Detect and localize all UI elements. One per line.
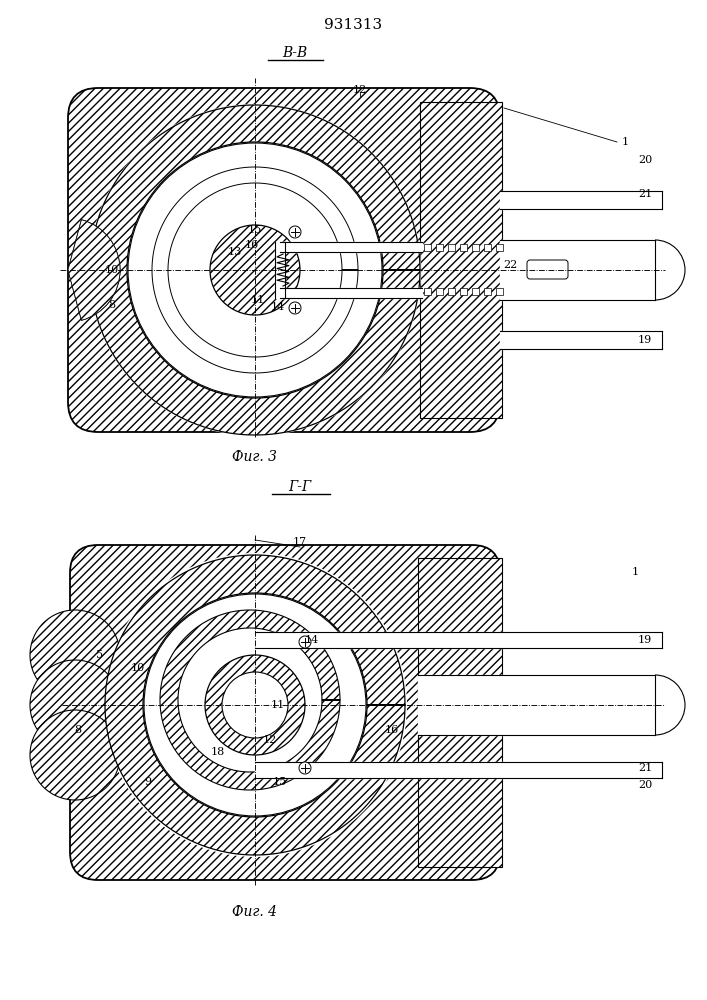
FancyBboxPatch shape — [70, 545, 500, 880]
Polygon shape — [160, 610, 340, 790]
Bar — [484, 288, 491, 295]
Text: Фиг. 3: Фиг. 3 — [233, 450, 278, 464]
Text: 18: 18 — [211, 747, 225, 757]
Text: 17: 17 — [293, 537, 307, 547]
Text: 19: 19 — [638, 335, 652, 345]
Bar — [448, 288, 455, 295]
Circle shape — [289, 302, 301, 314]
Text: 19: 19 — [638, 635, 652, 645]
Circle shape — [30, 710, 120, 800]
Bar — [420, 102, 502, 418]
Circle shape — [30, 610, 120, 700]
Bar — [424, 288, 431, 295]
Text: Г-Г: Г-Г — [288, 480, 312, 494]
Polygon shape — [105, 555, 405, 855]
Circle shape — [299, 636, 311, 648]
Circle shape — [30, 660, 120, 750]
Circle shape — [89, 104, 421, 436]
Text: Фиг. 4: Фиг. 4 — [233, 905, 278, 919]
Bar — [496, 244, 503, 251]
Text: 14: 14 — [271, 302, 285, 312]
Text: 15: 15 — [273, 777, 287, 787]
Bar — [484, 244, 491, 251]
Text: 8: 8 — [108, 300, 115, 310]
Text: 1: 1 — [621, 137, 629, 147]
Text: 1: 1 — [631, 567, 638, 577]
Text: 10: 10 — [131, 663, 145, 673]
Bar — [460, 244, 467, 251]
Circle shape — [128, 143, 382, 397]
FancyBboxPatch shape — [68, 88, 500, 432]
Wedge shape — [68, 220, 120, 320]
Text: 12: 12 — [353, 85, 367, 95]
Bar — [460, 288, 467, 295]
Text: 9: 9 — [144, 777, 151, 787]
Text: 16: 16 — [245, 240, 259, 250]
Text: 21: 21 — [638, 763, 652, 773]
Bar — [496, 288, 503, 295]
Polygon shape — [90, 105, 420, 435]
Bar — [436, 288, 443, 295]
Text: 13: 13 — [228, 247, 242, 257]
Circle shape — [144, 594, 366, 816]
Polygon shape — [152, 167, 358, 373]
Text: 21: 21 — [638, 189, 652, 199]
Text: 20: 20 — [638, 780, 652, 790]
Text: 10: 10 — [105, 265, 119, 275]
Text: 8: 8 — [74, 725, 81, 735]
Text: 11: 11 — [251, 295, 265, 305]
Bar — [472, 288, 479, 295]
Bar — [448, 244, 455, 251]
Circle shape — [103, 553, 407, 857]
Text: 931313: 931313 — [324, 18, 382, 32]
Circle shape — [222, 672, 288, 738]
Circle shape — [210, 225, 300, 315]
Circle shape — [299, 762, 311, 774]
Text: 11: 11 — [271, 700, 285, 710]
Text: 12: 12 — [263, 735, 277, 745]
Wedge shape — [68, 220, 120, 320]
Text: В-В: В-В — [282, 46, 308, 60]
Text: 5: 5 — [96, 650, 103, 660]
Bar — [418, 558, 502, 867]
FancyBboxPatch shape — [527, 260, 568, 279]
Circle shape — [205, 655, 305, 755]
Bar — [424, 244, 431, 251]
Bar — [472, 244, 479, 251]
Text: 20: 20 — [638, 155, 652, 165]
Text: 16: 16 — [385, 725, 399, 735]
Circle shape — [289, 226, 301, 238]
Text: 15: 15 — [248, 225, 262, 235]
Text: 14: 14 — [305, 635, 319, 645]
Text: 22: 22 — [503, 260, 517, 270]
Bar — [436, 244, 443, 251]
